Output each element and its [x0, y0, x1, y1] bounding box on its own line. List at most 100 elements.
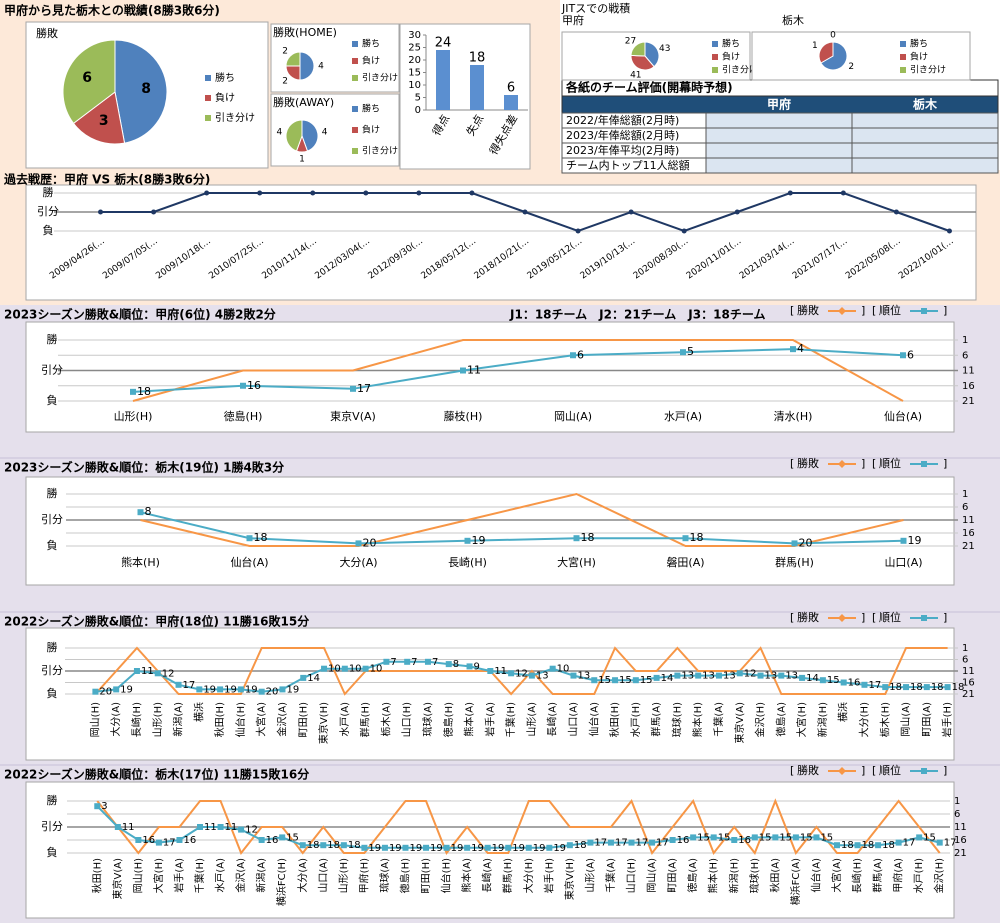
- marker: [484, 844, 491, 851]
- data-label: 18: [137, 385, 151, 398]
- x-tick-label: 琉球(A): [421, 702, 434, 737]
- table-cell: [705, 127, 853, 144]
- legend-label: 引き分け: [215, 112, 255, 124]
- legend-marker: [921, 461, 927, 467]
- marker: [175, 681, 182, 688]
- legend-swatch: [205, 95, 211, 101]
- y-tick-label: 勝: [47, 793, 58, 807]
- marker: [649, 839, 656, 846]
- chart-panel: [751, 31, 971, 81]
- y-tick-label: 0: [415, 105, 421, 116]
- chart-title: 過去戦歴：甲府 VS 栃木(8勝3敗6分): [3, 172, 210, 187]
- data-label: 1: [299, 155, 305, 165]
- marker: [114, 824, 121, 830]
- data-label: 19: [472, 534, 486, 547]
- legend-label: 勝ち: [362, 103, 380, 115]
- data-label: 18: [690, 531, 704, 544]
- chart-title: 勝敗: [36, 26, 58, 40]
- marker: [362, 665, 369, 672]
- marker: [757, 672, 764, 679]
- data-label: 15: [640, 675, 653, 686]
- y2-tick-label: 11: [962, 366, 975, 377]
- legend-label: 勝敗: [797, 763, 819, 777]
- data-label: 11: [494, 666, 507, 677]
- legend-bracket: ]: [943, 304, 947, 317]
- data-label: 10: [557, 664, 570, 675]
- x-tick-label: 新潟(H): [727, 858, 740, 893]
- marker: [321, 665, 328, 672]
- y-tick-label: 勝: [47, 640, 58, 654]
- marker: [772, 834, 779, 841]
- x-tick-label: 仙台(H): [234, 702, 247, 737]
- x-tick-label: 東京V(H): [563, 858, 576, 900]
- data-label: 17: [357, 382, 371, 395]
- data-label: 19: [389, 843, 402, 854]
- y-tick-label: 引分: [37, 204, 59, 218]
- marker: [151, 209, 157, 215]
- data-label: 20: [363, 536, 377, 549]
- data-label: 17: [183, 680, 196, 691]
- marker: [669, 837, 676, 843]
- x-tick-label: 大分(H): [857, 702, 870, 737]
- legend-label: 負け: [362, 124, 380, 136]
- marker: [133, 668, 140, 674]
- x-tick-label: 山形(A): [584, 858, 596, 893]
- data-label: 8: [141, 81, 151, 97]
- table-cell: [851, 142, 999, 159]
- x-tick-label: 岩手(A): [483, 702, 496, 737]
- series-line: [96, 798, 941, 855]
- legend-swatch: [352, 41, 358, 47]
- x-tick-label: 栃木(A): [379, 702, 392, 737]
- legend-swatch: [205, 115, 211, 121]
- data-label: 20: [99, 687, 112, 698]
- y-tick-label: 引分: [41, 363, 63, 377]
- data-label: 14: [661, 673, 674, 684]
- marker: [715, 672, 722, 679]
- y2-tick-label: 11: [962, 515, 975, 526]
- data-label: 19: [203, 684, 216, 695]
- marker: [944, 684, 951, 691]
- legend-label: 引き分け: [362, 73, 398, 84]
- legend-label: 順位: [879, 303, 901, 317]
- y2-tick-label: 6: [962, 502, 968, 513]
- pie-slice: [301, 119, 319, 152]
- data-label: 19: [286, 684, 299, 695]
- y-tick-label: 引分: [41, 819, 63, 833]
- marker: [197, 824, 204, 830]
- marker: [895, 839, 902, 846]
- data-label: 18: [862, 840, 875, 851]
- y2-tick-label: 16: [954, 835, 967, 846]
- x-tick-label: 徳島(A): [774, 702, 787, 737]
- marker: [464, 844, 471, 851]
- marker: [916, 834, 923, 841]
- x-tick-label: 新潟(A): [255, 858, 268, 893]
- marker: [320, 842, 327, 849]
- legend-swatch: [900, 54, 906, 60]
- x-tick-label: 仙台(A): [884, 409, 922, 423]
- marker: [840, 190, 846, 196]
- data-label: 15: [923, 832, 936, 843]
- table-cell: [851, 112, 999, 129]
- data-label: 41: [630, 70, 641, 80]
- data-label: 15: [697, 832, 710, 843]
- data-label: 13: [765, 671, 778, 682]
- y-tick-label: 30: [408, 30, 421, 41]
- chart-title: 2023シーズン勝敗&順位：栃木(19位) 1勝4敗3分: [4, 460, 284, 475]
- chart-title: 栃木: [782, 13, 804, 27]
- legend-bracket: ]: [861, 611, 865, 624]
- data-label: 20: [266, 687, 279, 698]
- marker: [882, 684, 889, 691]
- marker: [612, 677, 619, 684]
- legend-label: 順位: [879, 610, 901, 624]
- x-tick-label: 金沢(A): [234, 858, 247, 893]
- chart-title: 甲府: [562, 13, 584, 27]
- marker: [240, 382, 246, 389]
- y-tick-label: 10: [408, 80, 421, 91]
- marker: [903, 684, 910, 691]
- data-label: 18: [307, 840, 320, 851]
- x-tick-label: 大宮(H): [557, 555, 596, 569]
- x-tick-label: 熊本(H): [691, 702, 704, 737]
- marker: [350, 385, 356, 392]
- marker: [528, 672, 535, 679]
